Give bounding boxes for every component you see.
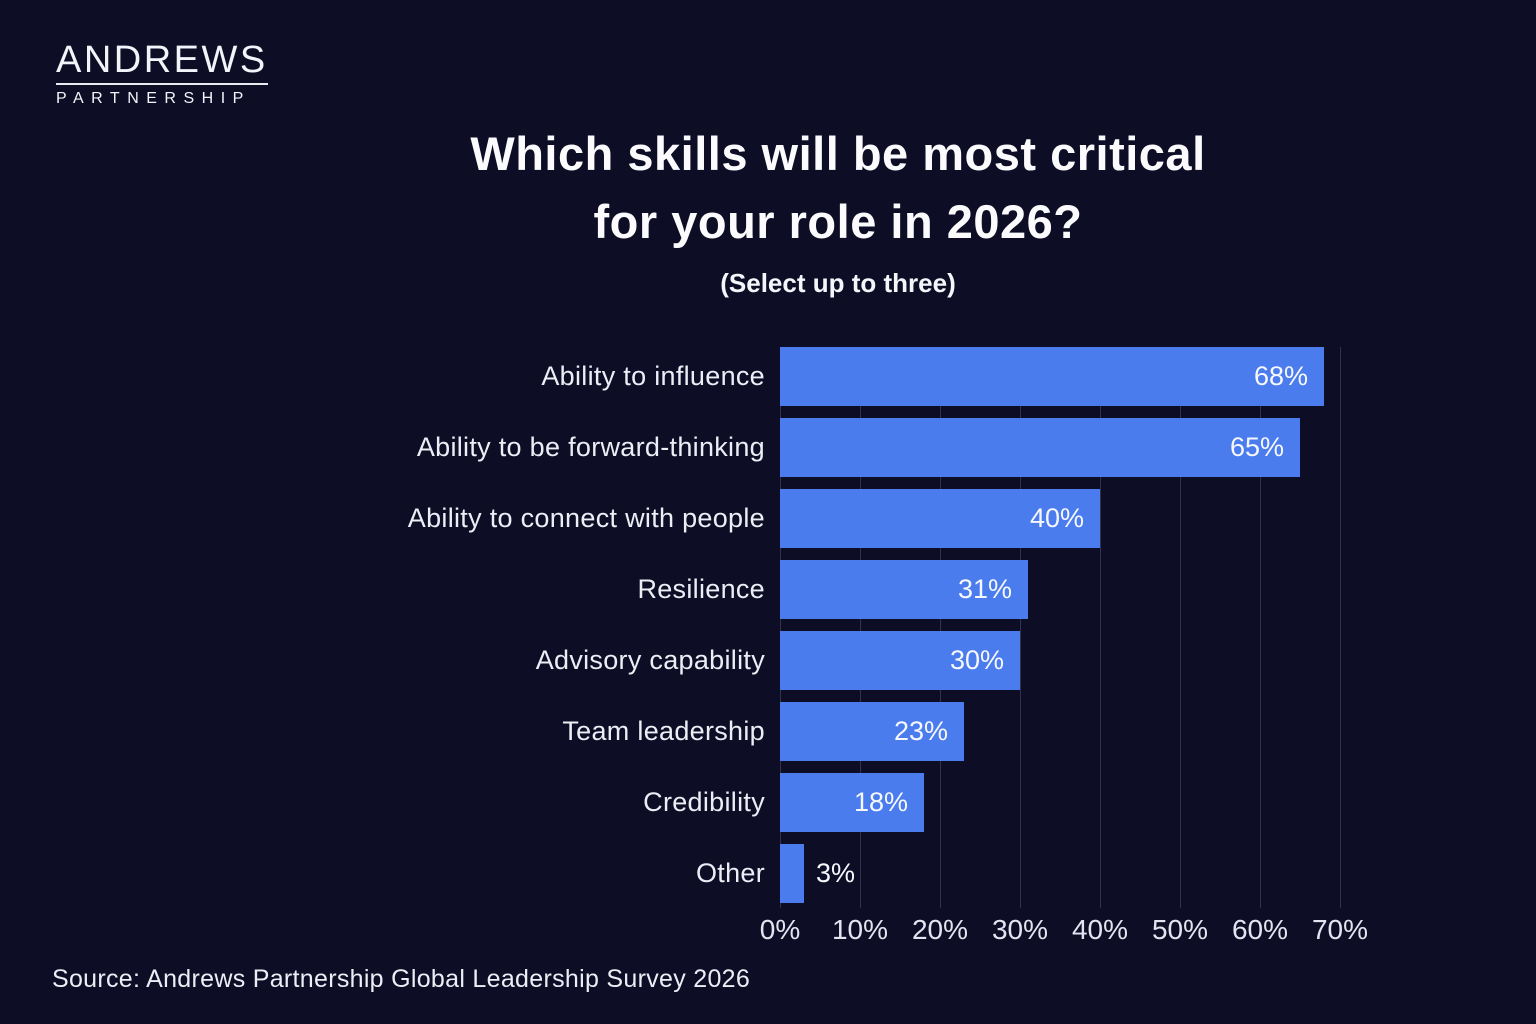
chart-row: Other 3%	[0, 844, 1536, 903]
x-axis-tick-label: 40%	[1071, 914, 1129, 945]
chart-row: Ability to connect with people 40%	[0, 489, 1536, 548]
category-label: Other	[695, 858, 765, 888]
chart-row: Credibility 18%	[0, 773, 1536, 832]
bar-value-label: 68%	[1253, 361, 1308, 391]
bar-value-label: 40%	[1029, 503, 1084, 533]
source-note: Source: Andrews Partnership Global Leade…	[52, 965, 751, 993]
bar-value-label: 3%	[816, 858, 856, 888]
category-label: Ability to be forward-thinking	[416, 432, 765, 462]
bar: 65%	[780, 418, 1300, 477]
x-axis-tick-label: 30%	[991, 914, 1049, 945]
bar-value-label: 31%	[957, 574, 1012, 604]
gridline	[940, 347, 941, 908]
bar: 3%	[780, 844, 855, 903]
category-label: Ability to connect with people	[407, 503, 765, 533]
bar-value-label: 30%	[949, 645, 1004, 675]
bar-value-label: 23%	[893, 716, 948, 746]
company-logo: ANDREWS PARTNERSHIP	[56, 40, 268, 108]
x-axis-tick-label: 0%	[759, 914, 801, 945]
chart-row: Ability to be forward-thinking 65%	[0, 418, 1536, 477]
x-axis-tick-label: 10%	[831, 914, 889, 945]
category-label: Team leadership	[562, 716, 765, 746]
category-label: Resilience	[637, 574, 765, 604]
bar: 40%	[780, 489, 1100, 548]
logo-divider	[56, 83, 268, 85]
category-label: Ability to influence	[541, 361, 765, 391]
chart-row: Team leadership 23%	[0, 702, 1536, 761]
gridline	[1100, 347, 1101, 908]
gridline	[1180, 347, 1181, 908]
chart-title-line2: for your role in 2026?	[593, 195, 1083, 248]
chart-row: Advisory capability 30%	[0, 631, 1536, 690]
category-label: Credibility	[643, 787, 765, 817]
bar: 30%	[780, 631, 1020, 690]
gridline	[1340, 347, 1341, 908]
category-label: Advisory capability	[535, 645, 765, 675]
chart-title-line1: Which skills will be most critical	[470, 127, 1206, 180]
bar: 18%	[780, 773, 924, 832]
title-block: Which skills will be most critical for y…	[298, 120, 1378, 299]
logo-sub-text: PARTNERSHIP	[56, 90, 251, 107]
chart-row: Resilience 31%	[0, 560, 1536, 619]
bar: 68%	[780, 347, 1324, 406]
gridline	[860, 347, 861, 908]
chart-subtitle: (Select up to three)	[720, 268, 956, 298]
bar: 23%	[780, 702, 964, 761]
bar: 31%	[780, 560, 1028, 619]
chart-row: Ability to influence 68%	[0, 347, 1536, 406]
bar-value-label: 18%	[853, 787, 908, 817]
logo-brand-text: ANDREWS	[56, 39, 268, 81]
x-axis-tick-label: 60%	[1231, 914, 1289, 945]
x-axis-tick-label: 20%	[911, 914, 969, 945]
x-axis-tick-label: 50%	[1151, 914, 1209, 945]
gridline	[1260, 347, 1261, 908]
gridline	[780, 347, 781, 908]
x-axis-tick-label: 70%	[1311, 914, 1369, 945]
gridline	[1020, 347, 1021, 908]
bar-value-label: 65%	[1229, 432, 1284, 462]
